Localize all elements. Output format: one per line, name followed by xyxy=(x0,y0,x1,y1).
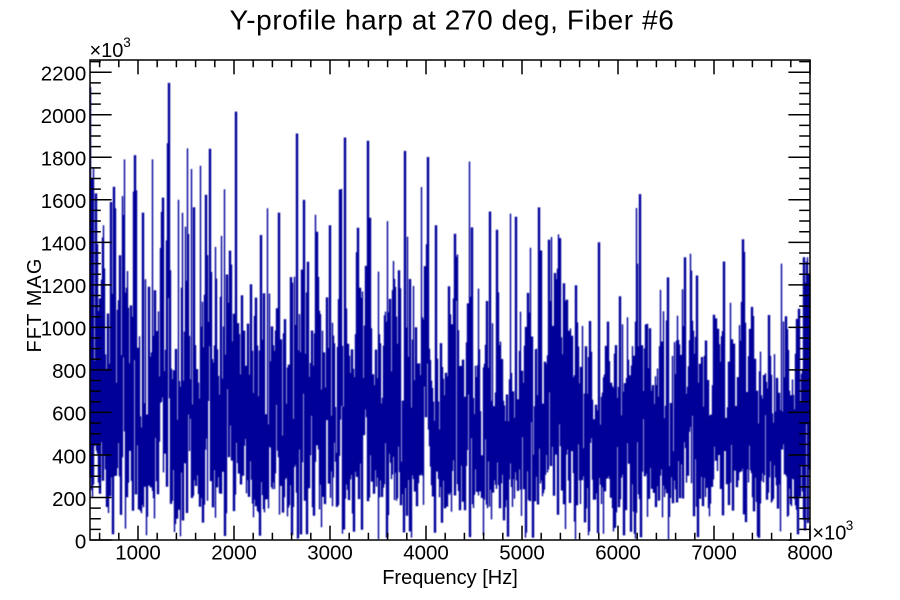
svg-text:0: 0 xyxy=(75,530,86,553)
svg-text:8000: 8000 xyxy=(787,542,833,565)
svg-text:600: 600 xyxy=(52,403,86,426)
svg-text:4000: 4000 xyxy=(403,542,449,565)
svg-text:200: 200 xyxy=(52,488,86,511)
svg-text:3: 3 xyxy=(123,35,131,50)
svg-text:1600: 1600 xyxy=(41,190,87,213)
svg-text:400: 400 xyxy=(52,445,86,468)
svg-text:Frequency [Hz]: Frequency [Hz] xyxy=(382,567,518,589)
svg-text:1400: 1400 xyxy=(41,233,87,256)
svg-text:3: 3 xyxy=(846,518,854,533)
svg-text:×10: ×10 xyxy=(90,40,124,62)
svg-text:1000: 1000 xyxy=(41,318,87,341)
svg-text:2000: 2000 xyxy=(211,542,257,565)
svg-text:3000: 3000 xyxy=(307,542,353,565)
svg-text:FFT MAG: FFT MAG xyxy=(24,257,46,352)
svg-text:5000: 5000 xyxy=(499,542,545,565)
svg-text:2000: 2000 xyxy=(41,105,87,128)
svg-text:2200: 2200 xyxy=(41,63,87,86)
svg-text:7000: 7000 xyxy=(691,542,737,565)
svg-text:Y-profile harp at 270 deg, Fib: Y-profile harp at 270 deg, Fiber #6 xyxy=(230,4,675,35)
svg-text:800: 800 xyxy=(52,360,86,383)
svg-text:6000: 6000 xyxy=(595,542,641,565)
svg-text:×10: ×10 xyxy=(812,523,846,545)
svg-text:1200: 1200 xyxy=(41,275,87,298)
svg-text:1800: 1800 xyxy=(41,148,87,171)
svg-text:1000: 1000 xyxy=(115,542,161,565)
